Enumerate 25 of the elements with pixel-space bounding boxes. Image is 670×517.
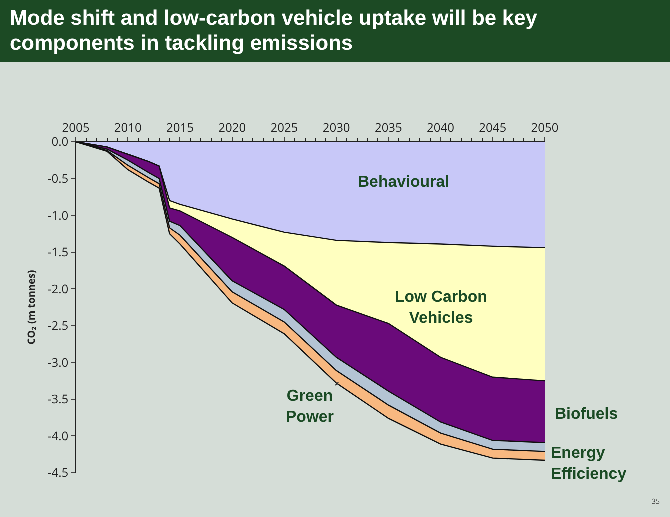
chart-title: Mode shift and low-carbon vehicle uptake will be key components in tackling emissions [0,0,670,62]
series-label: Low Carbon Vehicles [395,289,488,327]
y-tick-label: -0.5 [48,170,69,187]
x-tick-label: 2035 [374,119,403,136]
y-tick-label: -3.5 [48,390,69,408]
series-label: Biofuels [555,406,618,423]
x-tick-label: 2040 [427,119,455,136]
x-tick-label: 2010 [114,119,142,136]
x-tick-label: 2025 [270,119,298,136]
y-tick-label: -1.5 [48,244,69,261]
x-tick-label: 2050 [531,119,559,136]
x-tick-label: 2015 [166,119,194,136]
x-tick-label: 2020 [218,119,246,136]
x-tick-label: 2030 [322,119,350,136]
y-axis-title: CO₂ (m tonnes) [24,270,38,345]
y-tick-label: -4.0 [48,427,69,444]
y-tick-label: -4.5 [48,464,69,482]
series-label: Behavioural [358,174,450,191]
series-label: Energy Efficiency [551,445,627,483]
series-label: Green Power [286,388,334,426]
y-tick-label: -3.0 [48,354,69,371]
y-tick-label: -2.0 [48,280,69,298]
y-tick-label: -2.5 [48,317,69,334]
y-tick-label: -1.0 [48,206,69,224]
x-tick-label: 2045 [479,119,507,136]
